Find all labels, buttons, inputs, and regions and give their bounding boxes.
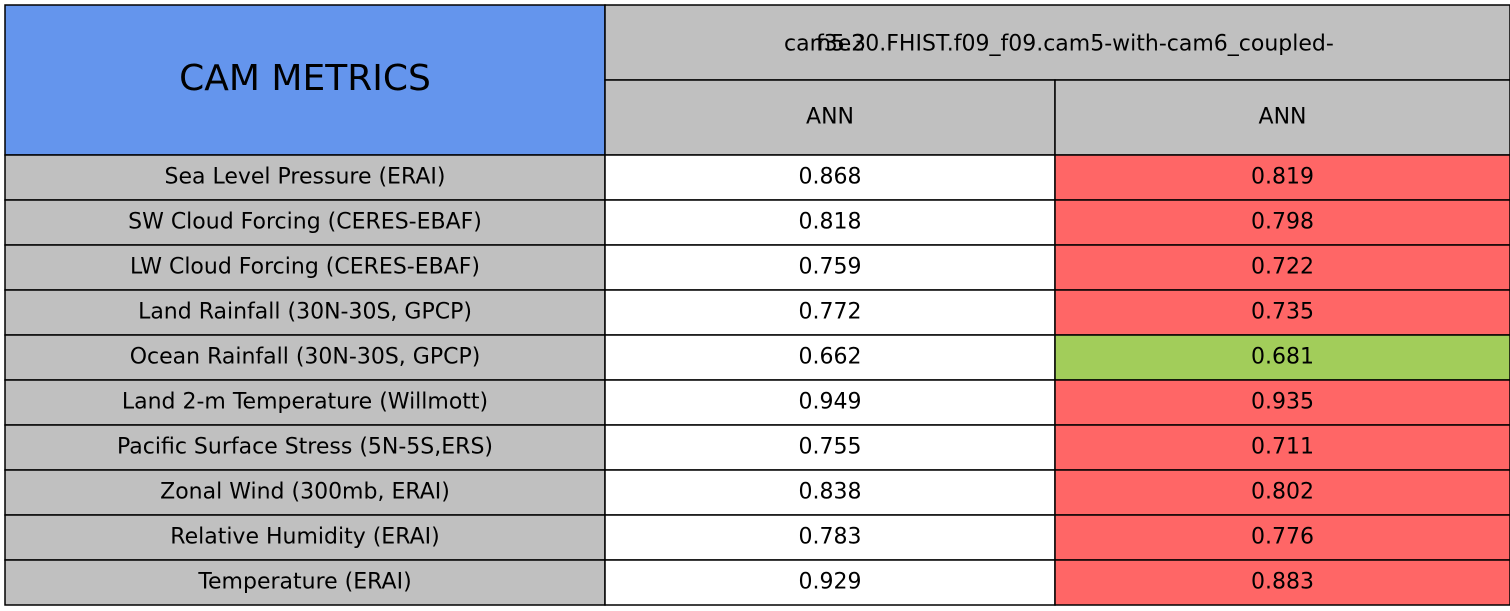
- value: 0.929: [799, 570, 862, 595]
- season-label: ANN: [806, 105, 854, 130]
- row-label: Ocean Rainfall (30N-30S, GPCP): [130, 345, 481, 370]
- value: 0.783: [799, 525, 862, 550]
- value: 0.759: [799, 255, 862, 280]
- row-label: Zonal Wind (300mb, ERAI): [160, 480, 450, 505]
- table-title: CAM METRICS: [179, 58, 431, 99]
- row-label: Temperature (ERAI): [197, 570, 411, 595]
- value-cell: [604, 154, 1056, 201]
- value-cell: [1054, 154, 1510, 201]
- value: 0.818: [799, 210, 862, 235]
- value: 0.802: [1251, 480, 1314, 505]
- value: 0.772: [799, 300, 862, 325]
- value-cell: [604, 559, 1056, 606]
- season-cell: [1054, 79, 1510, 156]
- value-cell: [1054, 514, 1510, 561]
- value: 0.735: [1251, 300, 1314, 325]
- value-cell: [604, 379, 1056, 426]
- row-label-cell: [4, 244, 606, 291]
- value-cell: [604, 469, 1056, 516]
- row-label-cell: [4, 379, 606, 426]
- row-label-cell: [4, 559, 606, 606]
- value: 0.681: [1251, 345, 1314, 370]
- value: 0.711: [1251, 435, 1314, 460]
- value-cell: [604, 424, 1056, 471]
- row-label: Pacific Surface Stress (5N-5S,ERS): [117, 435, 493, 460]
- value-cell: [604, 334, 1056, 381]
- value-cell: [604, 289, 1056, 336]
- value-cell: [1054, 469, 1510, 516]
- row-label: Relative Humidity (ERAI): [170, 525, 439, 550]
- value: 0.722: [1251, 255, 1314, 280]
- row-label: Sea Level Pressure (ERAI): [165, 165, 446, 190]
- value-cell: [604, 514, 1056, 561]
- value: 0.798: [1251, 210, 1314, 235]
- value: 0.838: [799, 480, 862, 505]
- value: 0.949: [799, 390, 862, 415]
- row-label-cell: [4, 424, 606, 471]
- season-cell: [604, 79, 1056, 156]
- case-name: cam5.3: [784, 32, 866, 57]
- row-label-cell: [4, 514, 606, 561]
- season-label: ANN: [1259, 105, 1307, 130]
- case-header-cell: [604, 4, 1510, 81]
- value: 0.662: [799, 345, 862, 370]
- value: 0.819: [1251, 165, 1314, 190]
- value-cell: [1054, 334, 1510, 381]
- case-name: f3e20.FHIST.f09_f09.cam5-with-cam6_coupl…: [816, 32, 1334, 57]
- row-label: Land 2-m Temperature (Willmott): [122, 390, 488, 415]
- value: 0.868: [799, 165, 862, 190]
- value-cell: [1054, 559, 1510, 606]
- value: 0.755: [799, 435, 862, 460]
- value: 0.935: [1251, 390, 1314, 415]
- row-label: SW Cloud Forcing (CERES-EBAF): [128, 210, 482, 235]
- value-cell: [604, 244, 1056, 291]
- row-label-cell: [4, 289, 606, 336]
- value: 0.776: [1251, 525, 1314, 550]
- value: 0.883: [1251, 570, 1314, 595]
- row-label: LW Cloud Forcing (CERES-EBAF): [130, 255, 480, 280]
- row-label: Land Rainfall (30N-30S, GPCP): [138, 300, 472, 325]
- title-cell: [4, 4, 606, 156]
